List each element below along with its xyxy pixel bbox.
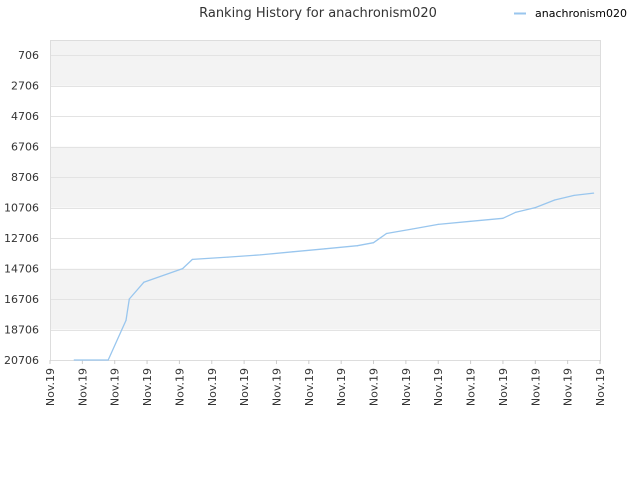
x-tick-label: Nov.19 xyxy=(238,368,251,406)
y-tick-label: 4706 xyxy=(11,110,39,123)
grid-band xyxy=(50,177,600,208)
y-tick-label: 8706 xyxy=(11,171,39,184)
y-tick-label: 10706 xyxy=(4,202,39,215)
data-point xyxy=(182,267,184,270)
data-point xyxy=(515,211,517,213)
x-tick-label: Nov.19 xyxy=(594,368,607,406)
x-tick-label: Nov.19 xyxy=(529,368,542,406)
data-point xyxy=(502,217,504,219)
x-tick-label: Nov.19 xyxy=(76,368,89,406)
legend[interactable]: anachronism020 xyxy=(514,7,627,20)
grid-bands xyxy=(50,40,600,330)
x-tick-label: Nov.19 xyxy=(497,368,510,406)
grid-band xyxy=(50,299,600,330)
data-point xyxy=(107,359,109,361)
y-tick-label: 20706 xyxy=(4,354,39,367)
x-tick-label: Nov.19 xyxy=(270,368,283,406)
y-tick-label: 12706 xyxy=(4,232,39,245)
data-point xyxy=(191,258,193,261)
data-point xyxy=(125,319,127,321)
plot-area-border xyxy=(50,40,601,361)
y-tick-label: 18706 xyxy=(4,324,39,337)
grid-band xyxy=(50,40,600,56)
chart-title: Ranking History for anachronism020 xyxy=(199,6,437,21)
x-tick-label: Nov.19 xyxy=(141,368,154,406)
data-point xyxy=(292,251,294,253)
x-tick-label: Nov.19 xyxy=(44,368,57,406)
x-tick-label: Nov.19 xyxy=(368,368,381,406)
y-tick-label: 2706 xyxy=(11,80,39,93)
legend-label: anachronism020 xyxy=(535,7,627,20)
data-point xyxy=(356,245,358,247)
data-point xyxy=(411,228,413,230)
series-layer xyxy=(73,192,595,361)
data-point xyxy=(592,192,595,194)
y-tick-label: 706 xyxy=(18,49,39,62)
data-point xyxy=(437,223,439,225)
data-point xyxy=(73,359,75,361)
data-point xyxy=(143,281,145,283)
x-tick-label: Nov.19 xyxy=(562,368,575,406)
data-point xyxy=(554,199,556,201)
y-axis-ticks: 706 2706 4706 6706 8706 10706 12706 14706 16706 1… xyxy=(4,49,39,367)
data-point xyxy=(534,207,536,209)
y-tick-label: 16706 xyxy=(4,293,39,306)
data-point xyxy=(227,256,229,258)
y-tick-label: 6706 xyxy=(11,141,39,154)
x-tick-label: Nov.19 xyxy=(465,368,478,406)
y-tick-label: 14706 xyxy=(4,263,39,276)
data-point xyxy=(324,248,326,250)
grid-band xyxy=(50,146,600,178)
x-tick-label: Nov.19 xyxy=(432,368,445,406)
x-tick-label: Nov.19 xyxy=(206,368,219,406)
data-point xyxy=(128,298,130,300)
x-tick-label: Nov.19 xyxy=(400,368,413,406)
grid-band xyxy=(50,55,600,86)
data-point xyxy=(372,242,375,244)
x-tick-label: Nov.19 xyxy=(109,368,122,406)
data-point xyxy=(259,254,261,256)
x-tick-label: Nov.19 xyxy=(303,368,316,406)
x-tick-label: Nov.19 xyxy=(173,368,186,406)
data-point xyxy=(573,194,575,197)
x-axis-ticks: Nov.19 Nov.19 Nov.19 Nov.19 Nov.19 Nov.19 Nov.… xyxy=(44,360,607,406)
data-point xyxy=(469,220,472,222)
data-point xyxy=(385,232,388,235)
x-tick-label: Nov.19 xyxy=(335,368,348,406)
